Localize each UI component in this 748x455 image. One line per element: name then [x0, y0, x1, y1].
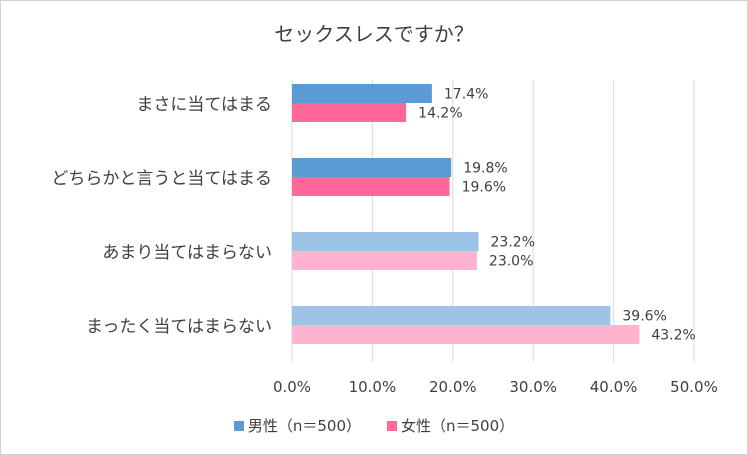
chart-legend: 男性（n＝500） 女性（n＝500）	[0, 415, 748, 436]
data-label-female: 19.6%	[462, 180, 506, 196]
x-tick-label: 20.0%	[429, 378, 477, 396]
legend-item-male: 男性（n＝500）	[233, 415, 361, 436]
legend-swatch-female	[387, 420, 397, 431]
x-tick-label: 40.0%	[590, 378, 638, 396]
data-label-male: 17.4%	[444, 87, 488, 103]
data-label-female: 23.0%	[489, 254, 533, 270]
legend-swatch-male	[233, 420, 244, 431]
legend-label-male: 男性（n＝500）	[247, 417, 361, 435]
bar-male	[292, 232, 479, 251]
data-label-female: 43.2%	[651, 328, 695, 344]
category-label: あまり当てはまらない	[102, 243, 272, 263]
x-tick-label: 50.0%	[670, 378, 718, 396]
bar-male	[292, 158, 452, 177]
x-tick-label: 0.0%	[273, 378, 311, 396]
x-tick-label: 30.0%	[509, 378, 557, 396]
x-tick-label: 10.0%	[349, 378, 397, 396]
data-label-male: 23.2%	[491, 235, 535, 251]
category-label: まったく当てはまらない	[86, 317, 272, 337]
bar-male	[292, 306, 611, 325]
chart-title: セックスレスですか？	[274, 22, 474, 46]
category-label: まさに当てはまる	[136, 95, 272, 115]
data-label-male: 19.8%	[463, 161, 507, 177]
data-label-male: 39.6%	[622, 309, 666, 325]
data-label-female: 14.2%	[418, 106, 462, 122]
bar-female	[292, 251, 477, 270]
category-label: どちらかと言うと当てはまる	[51, 169, 272, 189]
bar-female	[292, 325, 640, 344]
bar-female	[292, 177, 450, 196]
bar-female	[292, 103, 407, 122]
legend-item-female: 女性（n＝500）	[387, 415, 514, 436]
legend-label-female: 女性（n＝500）	[401, 417, 515, 435]
bar-male	[292, 84, 432, 103]
